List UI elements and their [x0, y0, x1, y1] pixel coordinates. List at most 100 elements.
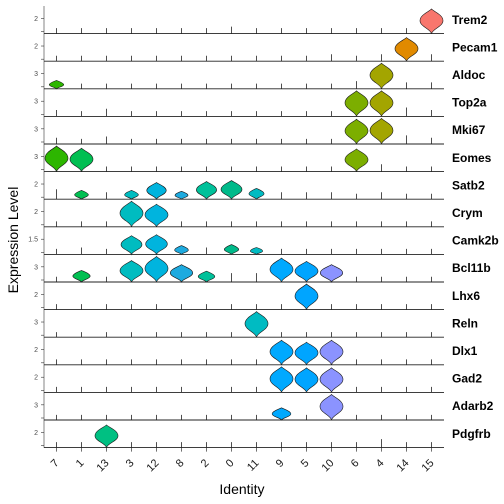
violin-11: [250, 247, 263, 255]
violin-5: [294, 341, 319, 365]
violin-row-pecam1: 2 Pecam1: [34, 33, 498, 62]
row-y-tick-label: 2: [34, 209, 38, 216]
violin-12: [145, 234, 168, 256]
row-y-tick-label: 2: [34, 375, 38, 382]
x-tick-label: 15: [419, 457, 436, 474]
violin-rows: 2 Trem2 2 Pecam1 3 Aldoc 3 Top2a 3 Mki67 3 Eomes 2 Sa…: [28, 6, 499, 449]
gene-label: Dlx1: [452, 344, 478, 358]
gene-label: Pecam1: [452, 40, 498, 54]
violin-row-bcl11b: 3 Bcl11b: [34, 254, 491, 284]
violin-9: [271, 407, 292, 421]
row-y-tick-label: 2: [34, 182, 38, 189]
x-tick-label: 10: [319, 457, 336, 474]
row-y-tick-label: 3: [34, 320, 38, 327]
violin-4: [369, 62, 394, 89]
violin-9: [269, 339, 294, 365]
violin-9: [269, 366, 294, 393]
violin-3: [124, 190, 139, 200]
gene-label: Aldoc: [452, 68, 486, 82]
x-tick-label: 8: [174, 457, 187, 470]
x-tick-label: 5: [299, 457, 312, 470]
violin-10: [319, 339, 344, 365]
gene-label: Adarb2: [452, 399, 494, 413]
gene-label: Pdgfrb: [452, 427, 491, 441]
violin-row-satb2: 2 Satb2: [34, 171, 485, 201]
violin-6: [344, 148, 369, 172]
violin-10: [319, 264, 344, 284]
row-y-tick-label: 3: [34, 402, 38, 409]
gene-label: Camk2b: [452, 234, 499, 248]
gene-label: Trem2: [452, 13, 488, 27]
x-tick-label: 12: [144, 457, 161, 474]
gene-label: Lhx6: [452, 289, 480, 303]
violin-13: [94, 424, 119, 448]
x-axis: 7 1 13 3 12 8 2 0 11 9 5 10 6 4 14 15: [49, 447, 437, 474]
violin-15: [419, 8, 444, 34]
violin-1: [72, 270, 91, 283]
row-y-tick-label: 3: [34, 126, 38, 133]
violin-row-gad2: 2 Gad2: [34, 364, 482, 393]
violin-2: [197, 270, 216, 283]
x-axis-label: Identity: [219, 481, 264, 497]
x-tick-label: 1: [74, 457, 87, 470]
violin-10: [319, 393, 344, 421]
row-y-tick-label: 2: [34, 430, 38, 437]
violin-1: [69, 147, 94, 172]
row-y-tick-label: 3: [34, 71, 38, 78]
violin-7: [44, 145, 69, 172]
violin-5: [294, 260, 319, 283]
violin-4: [369, 90, 394, 117]
x-tick-label: 9: [274, 457, 287, 470]
row-y-tick-label: 1.5: [28, 237, 38, 244]
violin-12: [144, 203, 169, 227]
violin-10: [319, 367, 344, 393]
violin-row-pdgfrb: 2 Pdgfrb: [34, 420, 491, 449]
gene-label: Satb2: [452, 178, 485, 192]
gene-label: Mki67: [452, 123, 486, 137]
x-tick-label: 14: [394, 457, 411, 474]
violin-4: [369, 117, 394, 145]
violin-8: [169, 264, 194, 284]
violin-row-dlx1: 2 Dlx1: [34, 337, 478, 366]
gene-label: Top2a: [452, 96, 487, 110]
violin-8: [174, 190, 189, 200]
x-tick-label: 7: [49, 457, 62, 470]
violin-row-reln: 3 Reln: [34, 309, 478, 338]
row-y-tick-label: 3: [34, 99, 38, 106]
violin-row-aldoc: 3 Aldoc: [34, 61, 486, 90]
gene-label: Crym: [452, 206, 483, 220]
violin-row-top2a: 3 Top2a: [34, 88, 487, 117]
row-y-tick-label: 2: [34, 44, 38, 51]
gene-label: Eomes: [452, 151, 492, 165]
violin-12: [146, 182, 167, 201]
violin-row-crym: 2 Crym: [34, 199, 483, 228]
violin-12: [144, 255, 169, 283]
row-y-tick-label: 3: [34, 154, 38, 161]
violin-0: [220, 180, 243, 201]
violin-5: [294, 283, 319, 310]
x-tick-label: 13: [94, 457, 111, 474]
violin-14: [394, 37, 419, 62]
violin-9: [269, 257, 294, 283]
violin-11: [244, 311, 269, 338]
violin-6: [344, 90, 369, 117]
violin-0: [223, 244, 240, 256]
violin-3: [120, 235, 143, 256]
violin-row-camk2b: 1.5 Camk2b: [28, 226, 499, 256]
gene-label: Reln: [452, 316, 478, 330]
row-y-tick-label: 2: [34, 347, 38, 354]
x-tick-label: 3: [124, 457, 137, 470]
violin-8: [174, 245, 189, 255]
violin-7: [48, 80, 65, 90]
violin-3: [119, 200, 144, 227]
violin-11: [248, 188, 265, 200]
row-y-tick-label: 2: [34, 16, 38, 23]
x-tick-label: 4: [374, 457, 387, 470]
violin-3: [119, 260, 144, 283]
x-tick-label: 2: [199, 457, 212, 470]
violin-row-adarb2: 3 Adarb2: [34, 392, 494, 421]
x-tick-label: 0: [224, 457, 237, 470]
violin-6: [344, 118, 369, 145]
violin-row-lhx6: 2 Lhx6: [34, 282, 480, 311]
